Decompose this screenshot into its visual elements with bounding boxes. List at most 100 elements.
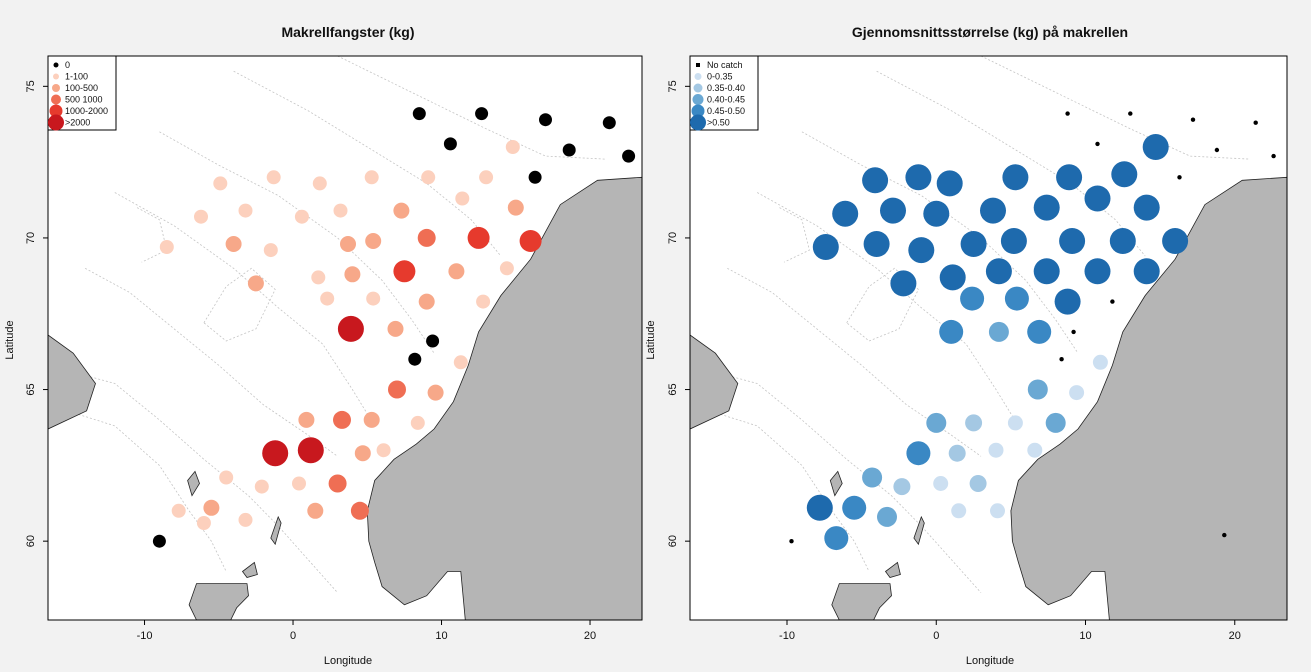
data-point bbox=[622, 149, 636, 163]
data-point bbox=[806, 494, 833, 521]
data-point bbox=[363, 411, 380, 428]
legend-swatch bbox=[52, 84, 60, 92]
data-point bbox=[562, 143, 576, 157]
data-point bbox=[388, 380, 406, 399]
data-point bbox=[893, 478, 911, 496]
data-point bbox=[421, 170, 436, 185]
land-mass bbox=[690, 334, 739, 430]
data-point bbox=[905, 164, 932, 191]
y-tick-label: 75 bbox=[25, 80, 37, 92]
depth-contour bbox=[337, 56, 605, 160]
data-point bbox=[333, 203, 348, 218]
data-point bbox=[602, 116, 616, 130]
data-point bbox=[1045, 412, 1066, 433]
data-point bbox=[412, 107, 426, 121]
data-point bbox=[519, 230, 542, 252]
land-mass bbox=[270, 515, 282, 546]
legend-label: >0.50 bbox=[707, 118, 730, 128]
data-point bbox=[320, 291, 335, 306]
data-point bbox=[219, 470, 234, 485]
legend-label: 0 bbox=[65, 60, 70, 70]
data-point bbox=[1059, 357, 1064, 362]
data-point bbox=[426, 334, 440, 348]
data-point bbox=[410, 415, 425, 430]
x-axis-label: Longitude bbox=[966, 655, 1014, 667]
catch-map-panel: Makrellfangster (kg) Longitude Latitude … bbox=[4, 24, 643, 667]
plot-frame bbox=[47, 55, 643, 621]
data-point bbox=[1095, 141, 1100, 147]
data-point bbox=[448, 263, 465, 280]
data-point bbox=[1162, 228, 1189, 254]
depth-contour bbox=[84, 267, 338, 457]
data-point bbox=[476, 294, 491, 309]
y-tick-label: 60 bbox=[667, 535, 679, 547]
x-tick-label: 20 bbox=[584, 630, 596, 642]
data-point bbox=[366, 291, 381, 306]
data-point bbox=[254, 479, 269, 494]
data-point bbox=[408, 352, 422, 366]
data-point bbox=[455, 191, 470, 206]
data-point bbox=[1000, 228, 1027, 254]
data-point bbox=[842, 495, 867, 520]
land-mass bbox=[913, 515, 925, 546]
data-point bbox=[1142, 134, 1169, 160]
data-point bbox=[1004, 286, 1029, 311]
data-point bbox=[969, 475, 987, 492]
chart-legend: No catch 0-0.350.35-0.40 0.40-0.450.45-0.5… bbox=[689, 55, 759, 131]
land-mass bbox=[884, 561, 901, 578]
data-point bbox=[263, 243, 278, 258]
data-point bbox=[453, 355, 468, 370]
depth-contour bbox=[779, 207, 810, 263]
data-point bbox=[171, 503, 186, 518]
data-point bbox=[988, 321, 1009, 342]
data-point bbox=[926, 412, 947, 433]
legend-label: No catch bbox=[707, 60, 743, 70]
data-point bbox=[948, 444, 966, 462]
data-point bbox=[294, 209, 309, 224]
legend-swatch bbox=[53, 62, 59, 68]
chart-title: Makrellfangster (kg) bbox=[281, 24, 414, 40]
data-point bbox=[507, 199, 524, 216]
data-point bbox=[960, 231, 987, 257]
data-point bbox=[1092, 354, 1108, 370]
data-point bbox=[427, 384, 444, 401]
y-tick-label: 65 bbox=[25, 383, 37, 395]
data-point bbox=[479, 170, 494, 185]
depth-contour bbox=[114, 192, 376, 427]
legend-swatch bbox=[49, 104, 63, 118]
data-point bbox=[936, 170, 963, 197]
data-point bbox=[832, 200, 859, 227]
data-point bbox=[298, 411, 315, 428]
land-mass bbox=[241, 561, 258, 578]
x-tick-label: 10 bbox=[435, 630, 447, 642]
data-point bbox=[418, 293, 435, 310]
data-point bbox=[965, 414, 983, 432]
depth-contour bbox=[159, 131, 435, 354]
data-point bbox=[1007, 415, 1023, 431]
data-point bbox=[1222, 532, 1227, 538]
legend-label: 0.45-0.50 bbox=[707, 106, 745, 116]
data-point bbox=[1054, 288, 1081, 315]
data-point bbox=[923, 200, 950, 227]
depth-contour bbox=[846, 267, 919, 342]
data-point bbox=[862, 167, 889, 194]
legend-swatch bbox=[53, 73, 59, 80]
data-point bbox=[1033, 194, 1060, 221]
data-point bbox=[1033, 258, 1060, 285]
data-point bbox=[292, 476, 306, 491]
legend-label: 0.35-0.40 bbox=[707, 83, 745, 93]
legend-label: >2000 bbox=[65, 118, 90, 128]
land-mass bbox=[187, 470, 200, 497]
data-point bbox=[196, 516, 211, 530]
data-point bbox=[1177, 175, 1182, 180]
data-point bbox=[443, 137, 457, 151]
legend-label: 100-500 bbox=[65, 83, 98, 93]
y-tick-label: 70 bbox=[667, 232, 679, 244]
data-point bbox=[364, 170, 379, 185]
land-mass bbox=[831, 583, 892, 620]
data-point bbox=[863, 231, 890, 257]
data-point bbox=[862, 467, 883, 488]
data-point bbox=[1128, 111, 1133, 116]
land-mass bbox=[48, 334, 96, 430]
data-point bbox=[213, 176, 228, 191]
